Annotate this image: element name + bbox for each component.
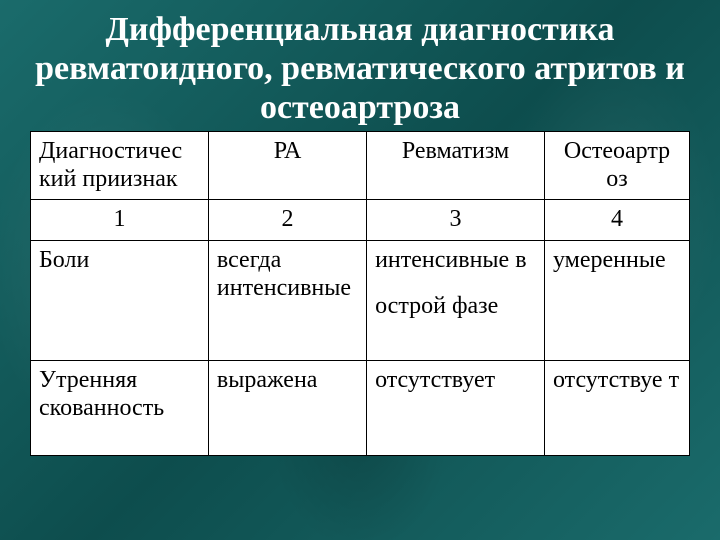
cell-pain-rheumatism: интенсивные в острой фазе [367,241,545,361]
num-cell-3: 3 [367,200,545,241]
header-cell-ra: РА [208,132,366,200]
cell-stiffness-label: Утренняя скованность [31,361,209,456]
slide-title: Дифференциальная диагностика ревматоидно… [30,10,690,127]
cell-stiffness-rheumatism: отсутствует [367,361,545,456]
num-cell-1: 1 [31,200,209,241]
cell-pain-rheumatism-line2: острой фазе [375,293,536,321]
comparison-table-container: Диагностичес кий приизнак РА Ревматизм О… [30,131,690,456]
comparison-table: Диагностичес кий приизнак РА Ревматизм О… [30,131,690,456]
table-number-row: 1 2 3 4 [31,200,690,241]
cell-pain-label: Боли [31,241,209,361]
cell-pain-osteo: умеренные [545,241,690,361]
table-row: Утренняя скованность выражена отсутствуе… [31,361,690,456]
header-cell-criteria: Диагностичес кий приизнак [31,132,209,200]
table-row: Боли всегда интенсивные интенсивные в ос… [31,241,690,361]
cell-stiffness-osteo: отсутствуе т [545,361,690,456]
table-header-row: Диагностичес кий приизнак РА Ревматизм О… [31,132,690,200]
num-cell-4: 4 [545,200,690,241]
header-cell-osteoarthrosis: Остеоартр оз [545,132,690,200]
slide: Дифференциальная диагностика ревматоидно… [0,0,720,540]
cell-pain-ra: всегда интенсивные [208,241,366,361]
header-cell-rheumatism: Ревматизм [367,132,545,200]
cell-pain-rheumatism-line1: интенсивные в [375,247,536,275]
num-cell-2: 2 [208,200,366,241]
cell-stiffness-ra: выражена [208,361,366,456]
